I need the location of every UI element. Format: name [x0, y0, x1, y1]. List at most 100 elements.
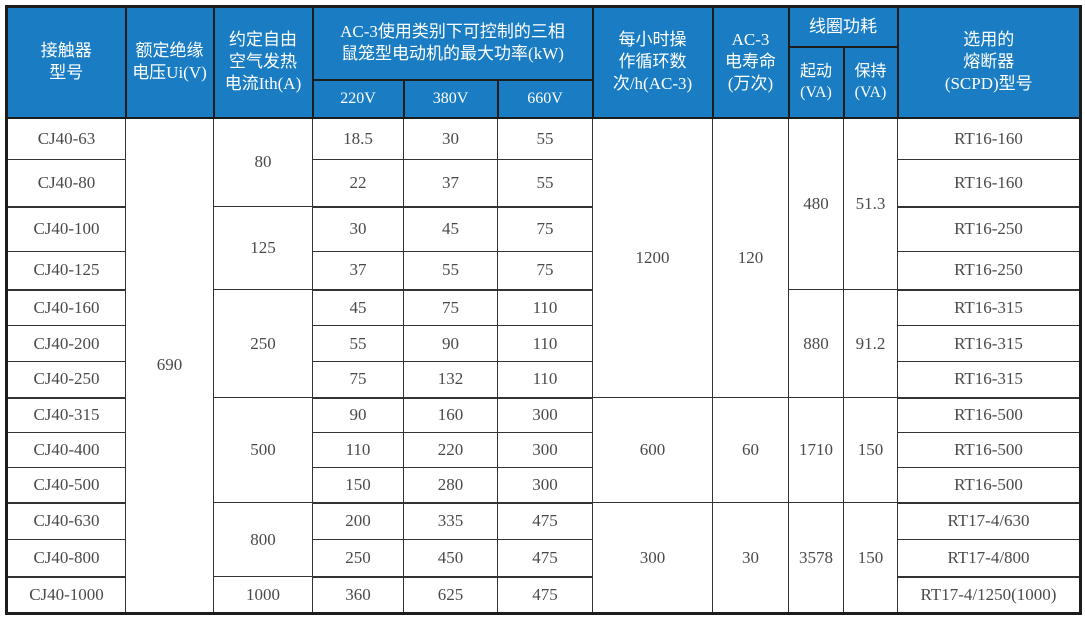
table-row: CJ40-200 55 90 110 RT16-315: [6, 325, 1081, 362]
model-cell: CJ40-1000: [6, 576, 126, 614]
model-cell: CJ40-80: [6, 159, 126, 208]
value-cell: 300: [497, 432, 593, 468]
value-cell: 600: [592, 397, 713, 503]
header-coil-start-line1: 起动: [799, 62, 832, 80]
value-cell: 55: [497, 117, 593, 160]
value-cell: 90: [403, 325, 498, 362]
value-cell: 51.3: [843, 117, 898, 290]
value-cell: 690: [125, 117, 214, 614]
value-cell: 60: [712, 397, 789, 503]
value-cell: 30: [312, 206, 404, 252]
table-row: CJ40-630 800 200 335 475 300 30 3578 150 RT17-4/6…: [6, 502, 1081, 614]
value-cell: 90: [312, 397, 404, 433]
value-cell: 125: [213, 206, 313, 290]
header-coil-start-line2: (VA): [800, 84, 832, 101]
value-cell: 200: [312, 502, 404, 540]
header-row-3: 220V 380V 660V: [7, 78, 1081, 119]
value-cell: 55: [312, 325, 404, 362]
header-coil-hold-line1: 保持: [854, 62, 887, 80]
table-row: CJ40-125 37 55 75 RT16-250: [6, 251, 1081, 291]
value-cell: 91.2: [843, 289, 898, 398]
value-cell: 300: [497, 397, 593, 433]
value-cell: 75: [497, 206, 593, 252]
model-cell: CJ40-315: [6, 397, 126, 433]
value-cell: 37: [312, 251, 404, 291]
header-cycles-line2: 作循环数: [618, 52, 687, 72]
value-cell: 110: [497, 361, 593, 399]
table-row: CJ40-63 690 80 18.5 30 55 1200 120 480 51.3 RT16-1…: [6, 117, 1081, 614]
model-cell: CJ40-160: [6, 289, 126, 326]
value-cell: 120: [712, 117, 789, 398]
value-cell: 500: [213, 397, 313, 503]
value-cell: 335: [403, 502, 498, 540]
header-ith-line3: 电流Ith(A): [224, 74, 302, 94]
value-cell: 1000: [213, 576, 313, 614]
value-cell: 150: [843, 397, 898, 503]
value-cell: 475: [497, 502, 593, 540]
value-cell: RT17-4/800: [897, 539, 1081, 578]
value-cell: 75: [312, 361, 404, 399]
header-power-group-line1: AC-3使用类别下可控制的三相: [340, 21, 565, 41]
header-model-line1: 接触器: [40, 40, 92, 60]
header-power-group: AC-3使用类别下可控制的三相 鼠笼型电动机的最大功率(kW): [311, 5, 594, 81]
value-cell: 360: [312, 576, 404, 614]
header-electrical-life: AC-3 电寿命 (万次): [711, 5, 790, 119]
value-cell: 880: [788, 289, 844, 398]
header-coil-hold-line2: (VA): [854, 84, 887, 101]
header-coil-power-group: 线圈功耗: [787, 5, 899, 48]
header-220v: 220V: [311, 78, 405, 119]
value-cell: RT17-4/630: [897, 502, 1081, 540]
value-cell: 110: [312, 432, 404, 468]
value-cell: 55: [403, 251, 498, 291]
model-cell: CJ40-400: [6, 432, 126, 468]
model-cell: CJ40-125: [6, 251, 126, 291]
header-coil-start: 起动 (VA): [787, 45, 845, 119]
model-cell: CJ40-500: [6, 467, 126, 504]
value-cell: 132: [403, 361, 498, 399]
table-row: CJ40-500 150 280 300 RT16-500: [6, 467, 1081, 504]
value-cell: 37: [403, 159, 498, 208]
model-cell: CJ40-100: [6, 206, 126, 252]
model-cell: CJ40-630: [6, 502, 126, 540]
value-cell: 30: [403, 117, 498, 160]
header-model-line2: 型号: [49, 63, 84, 83]
header-fuse-line1: 选用的: [963, 29, 1015, 49]
value-cell: RT16-315: [897, 325, 1081, 362]
value-cell: 22: [312, 159, 404, 208]
header-ith-line2: 空气发热: [229, 52, 297, 72]
value-cell: RT16-500: [897, 397, 1081, 433]
value-cell: RT16-500: [897, 432, 1081, 468]
value-cell: 280: [403, 467, 498, 504]
value-cell: 160: [403, 397, 498, 433]
contactor-spec-table: 接触器 型号 额定绝缘 电压Ui(V) 约定自由 空气发热 电流Ith(A) A…: [5, 5, 1082, 615]
value-cell: 475: [497, 539, 593, 578]
value-cell: 110: [497, 325, 593, 362]
value-cell: 450: [403, 539, 498, 578]
header-electrical-life-line1: AC-3: [731, 29, 770, 49]
value-cell: 220: [403, 432, 498, 468]
value-cell: RT16-315: [897, 289, 1081, 326]
value-cell: RT16-250: [897, 251, 1081, 291]
header-fuse-line2: 熔断器: [963, 52, 1015, 72]
header-model: 接触器 型号: [5, 5, 127, 119]
header-row-2: 起动 (VA) 保持 (VA): [7, 45, 1081, 119]
value-cell: 3578: [788, 502, 844, 614]
value-cell: RT16-160: [897, 159, 1081, 208]
header-660v: 660V: [496, 78, 594, 119]
header-fuse: 选用的 熔断器 (SCPD)型号: [896, 5, 1082, 119]
value-cell: 250: [312, 539, 404, 578]
value-cell: RT16-250: [897, 206, 1081, 252]
header-electrical-life-line2: 电寿命: [725, 52, 776, 72]
header-insulation: 额定绝缘 电压Ui(V): [124, 5, 215, 119]
value-cell: 1710: [788, 397, 844, 503]
header-ith-line1: 约定自由: [229, 29, 297, 49]
header-power-group-line2: 鼠笼型电动机的最大功率(kW): [341, 44, 564, 64]
value-cell: 30: [712, 502, 789, 614]
value-cell: 45: [312, 289, 404, 326]
table-row: CJ40-160 250 45 75 110 880 91.2 RT16-315: [6, 289, 1081, 398]
value-cell: 75: [403, 289, 498, 326]
header-coil-hold: 保持 (VA): [842, 45, 899, 119]
value-cell: 475: [497, 576, 593, 614]
header-cycles-line1: 每小时操: [618, 29, 687, 49]
